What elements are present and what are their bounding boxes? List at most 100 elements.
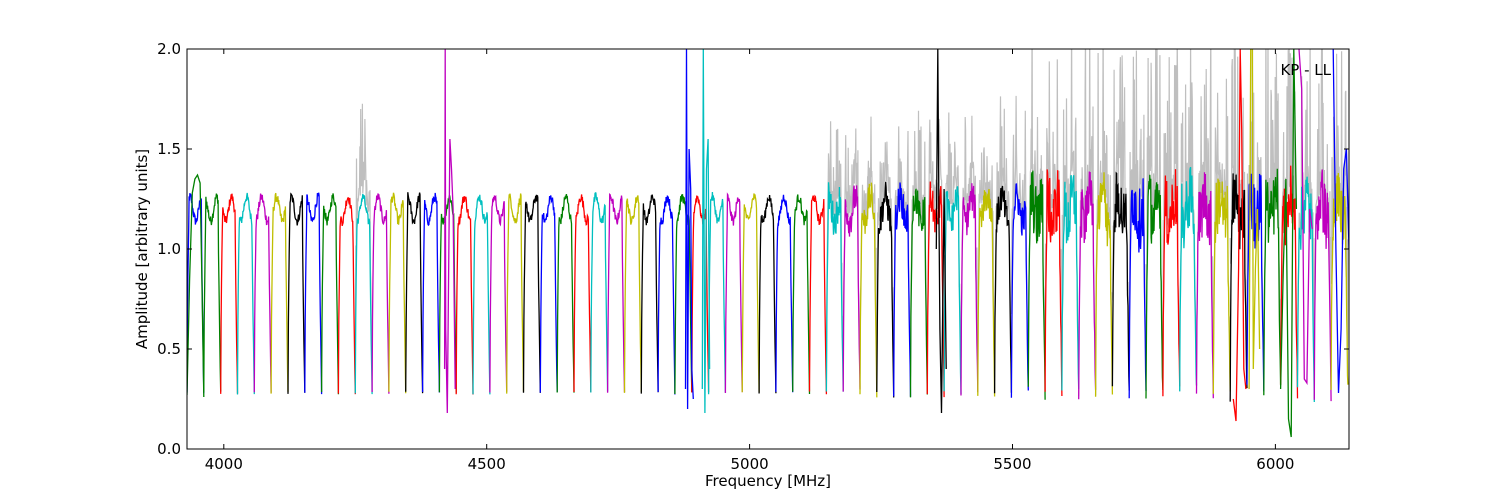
channel-bandpass-line xyxy=(1010,183,1029,398)
channel-bandpass-line xyxy=(270,192,289,394)
x-tick-label: 4500 xyxy=(468,455,506,473)
channel-bandpass-line xyxy=(539,195,558,393)
spike-series-line xyxy=(443,49,456,414)
channel-bandpass-line xyxy=(893,182,912,397)
channel-bandpass-line xyxy=(573,194,592,393)
channel-bandpass-line xyxy=(522,194,541,393)
channel-bandpass-line xyxy=(1111,171,1130,391)
spike-series-line xyxy=(187,173,205,398)
series-layer xyxy=(187,49,1349,438)
channel-bandpass-line xyxy=(842,185,861,392)
background-trace xyxy=(1094,49,1113,396)
annotation-label: KP - LL xyxy=(1280,61,1331,79)
y-tick-label: 0.5 xyxy=(157,340,181,358)
channel-bandpass-line xyxy=(724,192,743,394)
channel-bandpass-line xyxy=(304,192,323,395)
channel-bandpass-line xyxy=(640,194,659,394)
channel-bandpass-line xyxy=(1061,175,1080,391)
channel-bandpass-line xyxy=(354,193,373,395)
channel-bandpass-line xyxy=(792,194,811,395)
x-tick-label: 5000 xyxy=(731,455,769,473)
channel-bandpass-line xyxy=(943,186,962,395)
channel-bandpass-line xyxy=(859,182,878,398)
spike-series-line xyxy=(1248,49,1261,390)
channel-bandpass-line xyxy=(556,194,575,393)
channel-bandpass-line xyxy=(977,188,996,397)
channel-bandpass-line xyxy=(960,183,979,396)
y-tick-label: 1.0 xyxy=(157,240,181,258)
channel-bandpass-line xyxy=(220,193,239,394)
background-trace xyxy=(859,116,878,388)
channel-bandpass-line xyxy=(1313,169,1332,402)
background-trace xyxy=(1128,50,1147,372)
channel-bandpass-line xyxy=(1296,176,1315,403)
background-trace xyxy=(876,141,895,379)
channel-bandpass-line xyxy=(808,194,828,395)
channel-bandpass-line xyxy=(287,192,306,394)
y-axis-label: Amplitude [arbitrary units] xyxy=(133,149,151,349)
spike-series-line xyxy=(701,49,711,414)
channel-bandpass-line xyxy=(1195,172,1214,399)
y-tick-label: 2.0 xyxy=(157,40,181,58)
x-axis-label: Frequency [MHz] xyxy=(705,472,831,490)
channel-bandpass-line xyxy=(1094,172,1114,397)
spike-series-line xyxy=(1279,49,1298,438)
spike-series-line xyxy=(684,49,694,410)
channel-bandpass-line xyxy=(253,193,272,393)
channel-bandpass-line xyxy=(1078,171,1097,400)
channel-bandpass-line xyxy=(337,196,356,395)
spike-series-line xyxy=(1298,49,1313,386)
channel-bandpass-line xyxy=(455,196,474,395)
channel-bandpass-line xyxy=(489,195,508,393)
background-trace xyxy=(842,128,861,383)
y-tick-label: 1.5 xyxy=(157,140,181,158)
channel-bandpass-line xyxy=(405,192,424,394)
background-trace xyxy=(1279,49,1299,387)
channel-bandpass-line xyxy=(1027,170,1046,400)
channel-bandpass-line xyxy=(506,193,525,394)
channel-bandpass-line xyxy=(876,181,895,398)
spike-series-line xyxy=(935,49,947,414)
background-trace xyxy=(1010,95,1029,384)
background-trace xyxy=(993,96,1012,378)
channel-bandpass-line xyxy=(741,193,760,393)
channel-bandpass-line xyxy=(707,191,727,395)
channel-bandpass-line xyxy=(1162,169,1181,397)
channel-bandpass-line xyxy=(1044,169,1063,397)
channel-bandpass-line xyxy=(623,195,642,393)
x-tick-label: 5500 xyxy=(993,455,1031,473)
background-trace xyxy=(926,118,945,395)
channel-bandpass-line xyxy=(775,194,794,393)
x-tick-label: 6000 xyxy=(1256,455,1294,473)
channel-bandpass-line xyxy=(421,192,441,393)
channel-bandpass-line xyxy=(388,192,407,394)
y-tick-label: 0.0 xyxy=(157,440,181,458)
channel-bandpass-line xyxy=(926,181,945,398)
channel-bandpass-line xyxy=(606,193,626,393)
channel-bandpass-line xyxy=(203,193,222,392)
channel-bandpass-line xyxy=(1263,168,1282,396)
channel-bandpass-line xyxy=(371,193,390,394)
channel-bandpass-line xyxy=(472,194,491,395)
channel-bandpass-line xyxy=(1145,174,1164,399)
channel-bandpass-line xyxy=(1330,172,1349,390)
channel-bandpass-line xyxy=(825,182,844,392)
axis-ticks: 4000 4500 5000 5500 6000 0.0 0.5 1.0 1.5 2.0 xyxy=(157,40,1349,473)
channel-bandpass-line xyxy=(236,192,255,395)
channel-bandpass-line xyxy=(1279,165,1299,399)
channel-bandpass-line xyxy=(909,188,928,398)
background-trace xyxy=(354,103,373,389)
spike-series-line xyxy=(1232,49,1247,422)
channel-bandpass-line xyxy=(320,193,340,395)
background-trace xyxy=(977,147,996,393)
channel-bandpass-line xyxy=(993,185,1013,394)
x-tick-label: 4000 xyxy=(205,455,243,473)
channel-bandpass-line xyxy=(590,192,609,393)
channel-bandpass-line xyxy=(1179,166,1198,392)
channel-bandpass-line xyxy=(1212,178,1231,394)
channel-bandpass-line xyxy=(758,195,777,394)
channel-bandpass-line xyxy=(657,195,676,395)
channel-bandpass-line xyxy=(1128,178,1147,399)
